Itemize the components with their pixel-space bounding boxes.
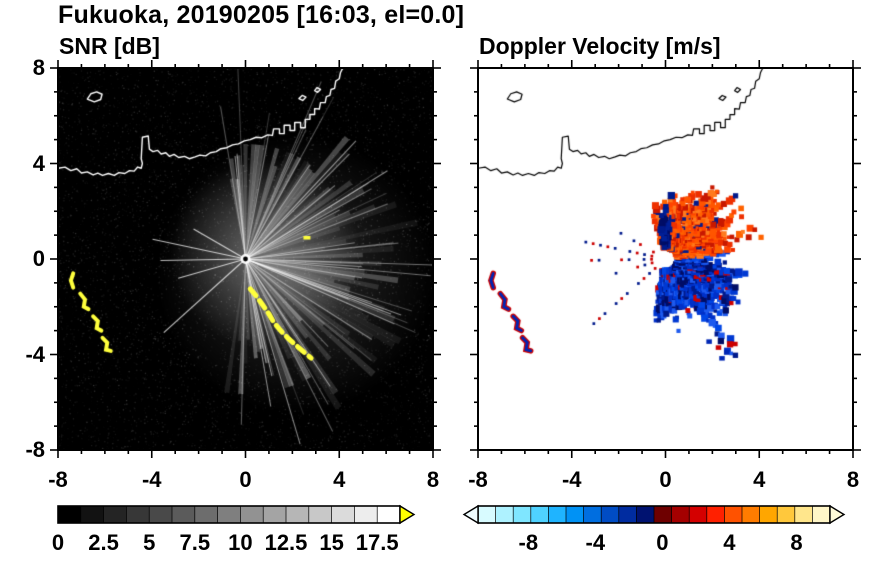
colorbar-label: -4 bbox=[585, 530, 606, 555]
colorbar-label: 7.5 bbox=[179, 530, 211, 555]
snr-radar-canvas bbox=[58, 68, 433, 450]
x-tick-label: 4 bbox=[333, 467, 346, 492]
colorbar-label: 12.5 bbox=[264, 530, 308, 555]
y-tick-label: 4 bbox=[32, 150, 45, 176]
y-tick-label: -4 bbox=[25, 341, 45, 367]
y-tick-label: 0 bbox=[32, 246, 45, 271]
doppler-radar-canvas bbox=[478, 68, 853, 450]
panel-snr-title: SNR [dB] bbox=[59, 33, 160, 59]
x-tick-label: -8 bbox=[48, 467, 68, 492]
x-tick-label: 8 bbox=[426, 467, 440, 492]
colorbar-label: 0 bbox=[656, 530, 669, 555]
x-tick-label: -4 bbox=[141, 467, 162, 492]
colorbar-label: 15 bbox=[319, 530, 344, 555]
y-tick-label: -8 bbox=[25, 437, 45, 462]
panel-doppler-title: Doppler Velocity [m/s] bbox=[479, 33, 721, 59]
panel-doppler: Doppler Velocity [m/s] -8 -4 0 4 8 -8 -4 0 4 8 bbox=[462, 33, 861, 570]
colorbar-label: 2.5 bbox=[88, 530, 119, 555]
figure-title: Fukuoka, 20190205 [16:03, el=0.0] bbox=[58, 1, 465, 29]
doppler-colorbar bbox=[462, 504, 846, 525]
x-tick-label: -4 bbox=[561, 467, 582, 492]
x-tick-label: 8 bbox=[846, 467, 860, 492]
colorbar-label: 0 bbox=[51, 530, 65, 555]
x-tick-label: 0 bbox=[239, 467, 252, 492]
snr-colorbar-labels: 0 2.5 5 7.5 10 12.5 15 17.5 bbox=[52, 530, 433, 560]
colorbar-label: 10 bbox=[228, 530, 253, 555]
x-tick-label: 0 bbox=[659, 467, 672, 492]
doppler-colorbar-labels: -8 -4 0 4 8 bbox=[478, 530, 853, 560]
snr-colorbar bbox=[57, 504, 416, 525]
snr-plot-area: -8 -4 0 4 8 8 4 0 -4 -8 bbox=[25, 55, 441, 492]
x-tick-label: 4 bbox=[753, 467, 766, 492]
colorbar-label: 5 bbox=[143, 530, 156, 555]
colorbar-label: -8 bbox=[518, 530, 539, 555]
x-tick-label: -8 bbox=[468, 467, 488, 492]
y-tick-label: 8 bbox=[32, 55, 45, 80]
colorbar-label: 4 bbox=[723, 530, 736, 555]
panel-snr: SNR [dB] -8 -4 0 4 8 8 4 0 -4 -8 0 2.5 5 7.5 10 12.5 15… bbox=[25, 33, 441, 570]
colorbar-label: 17.5 bbox=[355, 530, 399, 555]
doppler-plot-area: -8 -4 0 4 8 bbox=[468, 60, 861, 492]
colorbar-label: 8 bbox=[790, 530, 803, 555]
